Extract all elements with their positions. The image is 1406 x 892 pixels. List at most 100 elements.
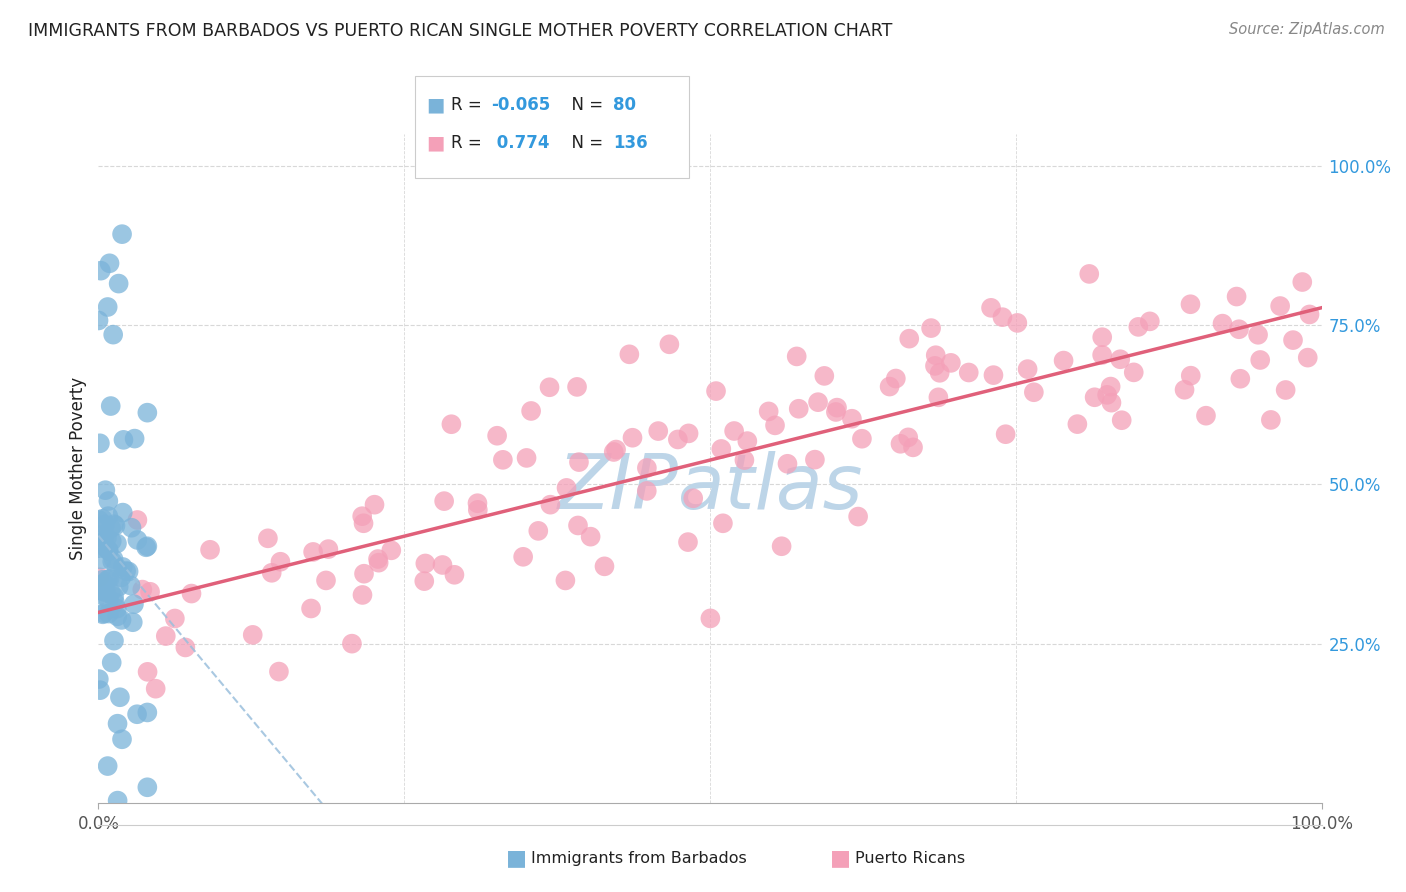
Point xyxy=(96,573,118,587)
Point xyxy=(897,430,920,444)
Point xyxy=(90,583,112,598)
Text: ■: ■ xyxy=(426,95,444,115)
Point xyxy=(87,541,110,556)
Text: ■: ■ xyxy=(426,133,444,153)
Point xyxy=(520,404,543,418)
Point xyxy=(90,263,112,277)
Point xyxy=(89,436,111,450)
Point xyxy=(121,521,143,535)
Point xyxy=(980,301,1002,315)
Point xyxy=(96,531,118,545)
Point xyxy=(1180,297,1202,311)
Point xyxy=(825,401,848,415)
Point xyxy=(621,431,644,445)
Point xyxy=(107,277,129,291)
Point xyxy=(136,406,159,420)
Point xyxy=(440,417,463,432)
Point xyxy=(94,585,117,599)
Point xyxy=(93,531,115,545)
Point xyxy=(108,690,131,705)
Point xyxy=(898,332,921,346)
Point xyxy=(97,509,120,524)
Text: N =: N = xyxy=(561,96,609,114)
Point xyxy=(97,543,120,558)
Point xyxy=(1195,409,1218,423)
Point xyxy=(267,665,290,679)
Point xyxy=(198,542,221,557)
Text: ZIPatlas: ZIPatlas xyxy=(557,451,863,525)
Point xyxy=(538,380,561,394)
Point xyxy=(991,310,1014,325)
Point xyxy=(1139,314,1161,328)
Point xyxy=(353,516,375,531)
Point xyxy=(1268,299,1291,313)
Point xyxy=(565,380,588,394)
Point xyxy=(1298,308,1320,322)
Point xyxy=(107,794,129,808)
Point xyxy=(733,453,755,467)
Point xyxy=(1095,388,1118,402)
Point xyxy=(98,256,121,270)
Point xyxy=(737,434,759,448)
Point xyxy=(89,513,111,527)
Point xyxy=(770,539,793,553)
Point xyxy=(121,615,143,630)
Point xyxy=(1022,385,1045,400)
Point xyxy=(93,539,115,553)
Point xyxy=(415,557,437,571)
Point xyxy=(433,494,456,508)
Point xyxy=(94,517,117,532)
Text: 136: 136 xyxy=(613,134,648,152)
Point xyxy=(1249,353,1271,368)
Point xyxy=(636,461,658,475)
Point xyxy=(90,578,112,592)
Point xyxy=(89,588,111,602)
Point xyxy=(93,606,115,620)
Point xyxy=(127,513,149,527)
Point xyxy=(100,521,122,535)
Point xyxy=(1007,316,1029,330)
Point xyxy=(367,556,389,570)
Point xyxy=(1274,383,1296,397)
Point xyxy=(299,601,322,615)
Point xyxy=(758,404,780,418)
Point xyxy=(90,578,112,592)
Point xyxy=(155,629,177,643)
Point xyxy=(851,432,873,446)
Point xyxy=(127,533,149,547)
Point xyxy=(318,542,340,557)
Point xyxy=(100,399,122,413)
Point xyxy=(920,321,942,335)
Point xyxy=(163,611,186,625)
Point xyxy=(340,637,363,651)
Text: N =: N = xyxy=(561,134,609,152)
Point xyxy=(100,656,122,670)
Point xyxy=(180,586,202,600)
Point xyxy=(1260,413,1282,427)
Text: R =: R = xyxy=(451,134,488,152)
Point xyxy=(111,227,134,242)
Point xyxy=(983,368,1005,383)
Point xyxy=(467,496,489,510)
Point xyxy=(97,543,120,558)
Point xyxy=(554,574,576,588)
Point xyxy=(105,536,128,550)
Point xyxy=(939,356,962,370)
Point xyxy=(994,427,1017,442)
Text: Puerto Ricans: Puerto Ricans xyxy=(855,851,965,865)
Point xyxy=(1109,352,1132,367)
Point xyxy=(927,390,949,404)
Point xyxy=(104,518,127,533)
Point xyxy=(605,442,627,457)
Point xyxy=(1091,330,1114,344)
Point xyxy=(413,574,436,588)
Point xyxy=(1078,267,1101,281)
Point xyxy=(841,411,863,425)
Point xyxy=(380,543,402,558)
Point xyxy=(846,509,869,524)
Point xyxy=(1084,390,1107,404)
Point xyxy=(555,481,578,495)
Point xyxy=(91,607,114,622)
Point xyxy=(1211,317,1233,331)
Point xyxy=(353,566,375,581)
